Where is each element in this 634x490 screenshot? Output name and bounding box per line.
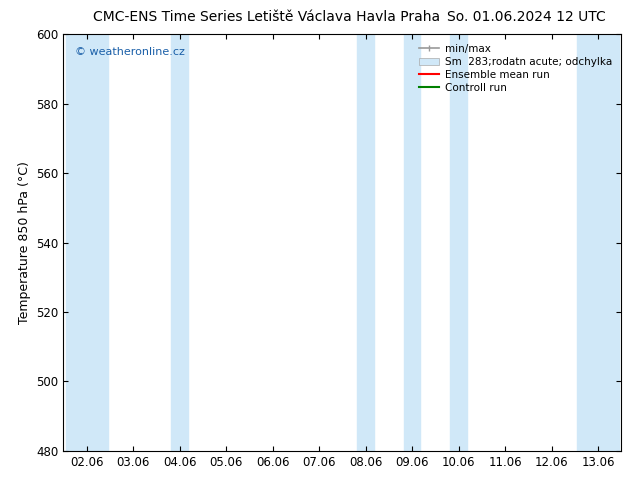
- Text: CMC-ENS Time Series Letiště Václava Havla Praha: CMC-ENS Time Series Letiště Václava Havl…: [93, 10, 440, 24]
- Legend: min/max, Sm  283;rodatn acute; odchylka, Ensemble mean run, Controll run: min/max, Sm 283;rodatn acute; odchylka, …: [415, 40, 616, 97]
- Bar: [450, 34, 467, 451]
- Bar: [577, 34, 619, 451]
- Bar: [404, 34, 420, 451]
- Text: © weatheronline.cz: © weatheronline.cz: [75, 47, 184, 57]
- Y-axis label: Temperature 850 hPa (°C): Temperature 850 hPa (°C): [18, 161, 30, 324]
- Text: So. 01.06.2024 12 UTC: So. 01.06.2024 12 UTC: [447, 10, 605, 24]
- Bar: [66, 34, 108, 451]
- Bar: [357, 34, 374, 451]
- Bar: [171, 34, 188, 451]
